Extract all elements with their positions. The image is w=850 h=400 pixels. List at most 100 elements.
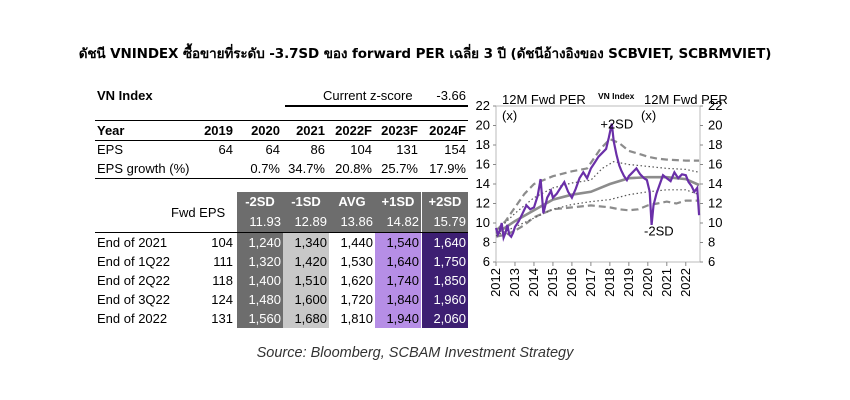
x-tick-label: 2013 bbox=[507, 268, 522, 297]
year-cell: 2021 bbox=[296, 123, 325, 138]
band-value: 1,740 bbox=[375, 271, 421, 290]
eps-growth-cell: 0.7% bbox=[250, 161, 280, 176]
x-tick-label: 2019 bbox=[621, 268, 636, 297]
y-tick-label-right: 22 bbox=[708, 98, 722, 113]
table-row: End of 2021 104 1,240 1,340 1,440 1,540 1,640 bbox=[95, 233, 468, 252]
eps-cell: 64 bbox=[218, 142, 233, 157]
band-value: 1,240 bbox=[237, 233, 283, 252]
y-tick-label-right: 18 bbox=[708, 137, 722, 152]
x-tick-label: 2016 bbox=[564, 268, 579, 297]
band-value: 1,320 bbox=[237, 252, 283, 271]
table-row: End of 3Q22 124 1,480 1,600 1,720 1,840 1,960 bbox=[95, 290, 468, 309]
table-row: End of 2Q22 118 1,400 1,510 1,620 1,740 1,850 bbox=[95, 271, 468, 290]
series-line--2sd bbox=[495, 199, 700, 238]
year-cell: 2023F bbox=[381, 123, 418, 138]
year-cell: 2022F bbox=[335, 123, 372, 138]
eps-cell: 154 bbox=[444, 142, 466, 157]
band-value: 1,720 bbox=[340, 292, 373, 307]
year-label: Year bbox=[97, 123, 125, 138]
year-header-row: Year 2019 2020 2021 2022F 2023F 2024F bbox=[95, 120, 468, 141]
x-tick-label: 2018 bbox=[602, 268, 617, 297]
x-tick-label: 2014 bbox=[526, 268, 541, 297]
y-tick-label-left: 18 bbox=[476, 137, 490, 152]
y-tick-label-right: 10 bbox=[708, 215, 722, 230]
year-cell: 2024F bbox=[429, 123, 466, 138]
band-value: 2,060 bbox=[422, 309, 468, 328]
y-axis-title-right: 12M Fwd PER bbox=[644, 92, 728, 107]
row-label: End of 2Q22 bbox=[97, 273, 170, 288]
band-header: +1SD bbox=[375, 192, 421, 212]
row-fwd-eps: 118 bbox=[212, 273, 233, 288]
y-tick-label-left: 22 bbox=[476, 98, 490, 113]
zscore-label: Current z-score bbox=[323, 88, 413, 103]
table-row: End of 2022 131 1,560 1,680 1,810 1,940 2,060 bbox=[95, 309, 468, 328]
eps-cell: 104 bbox=[350, 142, 372, 157]
row-fwd-eps: 104 bbox=[211, 235, 233, 250]
row-fwd-eps: 131 bbox=[211, 311, 233, 326]
y-tick-label-right: 14 bbox=[708, 176, 722, 191]
y-tick-label-left: 14 bbox=[476, 176, 490, 191]
x-tick-label: 2021 bbox=[659, 268, 674, 297]
row-fwd-eps: 111 bbox=[213, 254, 233, 269]
band-per: 14.82 bbox=[375, 212, 421, 232]
row-label: End of 2021 bbox=[97, 235, 168, 250]
y-tick-label-right: 12 bbox=[708, 196, 722, 211]
y-tick-label-right: 6 bbox=[708, 254, 715, 269]
eps-growth-cell: 20.8% bbox=[335, 161, 372, 176]
band-value: 1,400 bbox=[237, 271, 283, 290]
row-fwd-eps: 124 bbox=[211, 292, 233, 307]
index-name-row: VN Index bbox=[95, 86, 468, 105]
band-header: AVG bbox=[329, 192, 375, 212]
band-value: 1,680 bbox=[283, 309, 329, 328]
band-value: 1,940 bbox=[375, 309, 421, 328]
band-value: 1,640 bbox=[375, 252, 421, 271]
band-value: 1,540 bbox=[375, 233, 421, 252]
band-value: 1,530 bbox=[340, 254, 373, 269]
band-value: 1,420 bbox=[283, 252, 329, 271]
y-axis-title-left: 12M Fwd PER bbox=[502, 92, 586, 107]
band-value: 1,840 bbox=[375, 290, 421, 309]
page-title: ดัชนี VNINDEX ซื้อขายที่ระดับ -3.7SD ของ… bbox=[78, 46, 772, 62]
band-value: 1,480 bbox=[237, 290, 283, 309]
y-tick-label-left: 6 bbox=[483, 254, 490, 269]
zscore-underline bbox=[285, 106, 468, 107]
series-line-average bbox=[495, 175, 700, 235]
band-value: 1,620 bbox=[340, 273, 373, 288]
band-header-block: Fwd EPS -2SD 11.93 -1SD 12.89 AVG 13.86 +1SD 14… bbox=[95, 192, 468, 233]
band-value: 1,600 bbox=[283, 290, 329, 309]
eps-row: EPS 64 64 86 104 131 154 bbox=[95, 140, 468, 159]
eps-cell: 64 bbox=[265, 142, 280, 157]
band-value: 1,850 bbox=[422, 271, 468, 290]
series-line--2sd bbox=[495, 137, 700, 232]
zscore-row: Current z-score -3.66 bbox=[285, 86, 468, 106]
band-value: 1,510 bbox=[283, 271, 329, 290]
eps-growth-cell: 25.7% bbox=[381, 161, 418, 176]
band-value: 1,640 bbox=[422, 233, 468, 252]
year-cell: 2019 bbox=[204, 123, 233, 138]
x-tick-label: 2012 bbox=[488, 268, 503, 297]
band-header: -1SD bbox=[283, 192, 329, 212]
band-per: 12.89 bbox=[283, 212, 329, 232]
chart-title: VN Index bbox=[598, 91, 635, 101]
band-per: 13.86 bbox=[329, 212, 375, 232]
y-tick-label-right: 8 bbox=[708, 235, 715, 250]
band-value: 1,440 bbox=[340, 235, 373, 250]
eps-cell: 86 bbox=[310, 142, 325, 157]
x-tick-label: 2017 bbox=[583, 268, 598, 297]
source-note: Source: Bloomberg, SCBAM Investment Stra… bbox=[256, 345, 574, 361]
y-axis-title-left-2: (x) bbox=[502, 108, 517, 123]
x-tick-label: 2022 bbox=[678, 268, 693, 297]
index-name: VN Index bbox=[97, 88, 153, 103]
band-header: -2SD bbox=[237, 192, 283, 212]
y-tick-label-left: 8 bbox=[483, 235, 490, 250]
eps-label: EPS bbox=[97, 142, 124, 157]
y-tick-label-left: 12 bbox=[476, 196, 490, 211]
band-per: 11.93 bbox=[237, 212, 283, 232]
y-tick-label-right: 16 bbox=[708, 157, 722, 172]
y-tick-label-left: 16 bbox=[476, 157, 490, 172]
zscore-value: -3.66 bbox=[436, 88, 466, 103]
y-tick-label-left: 10 bbox=[476, 215, 490, 230]
eps-cell: 131 bbox=[396, 142, 418, 157]
eps-growth-row: EPS growth (%) 0.7% 34.7% 20.8% 25.7% 17.9% bbox=[95, 159, 468, 179]
